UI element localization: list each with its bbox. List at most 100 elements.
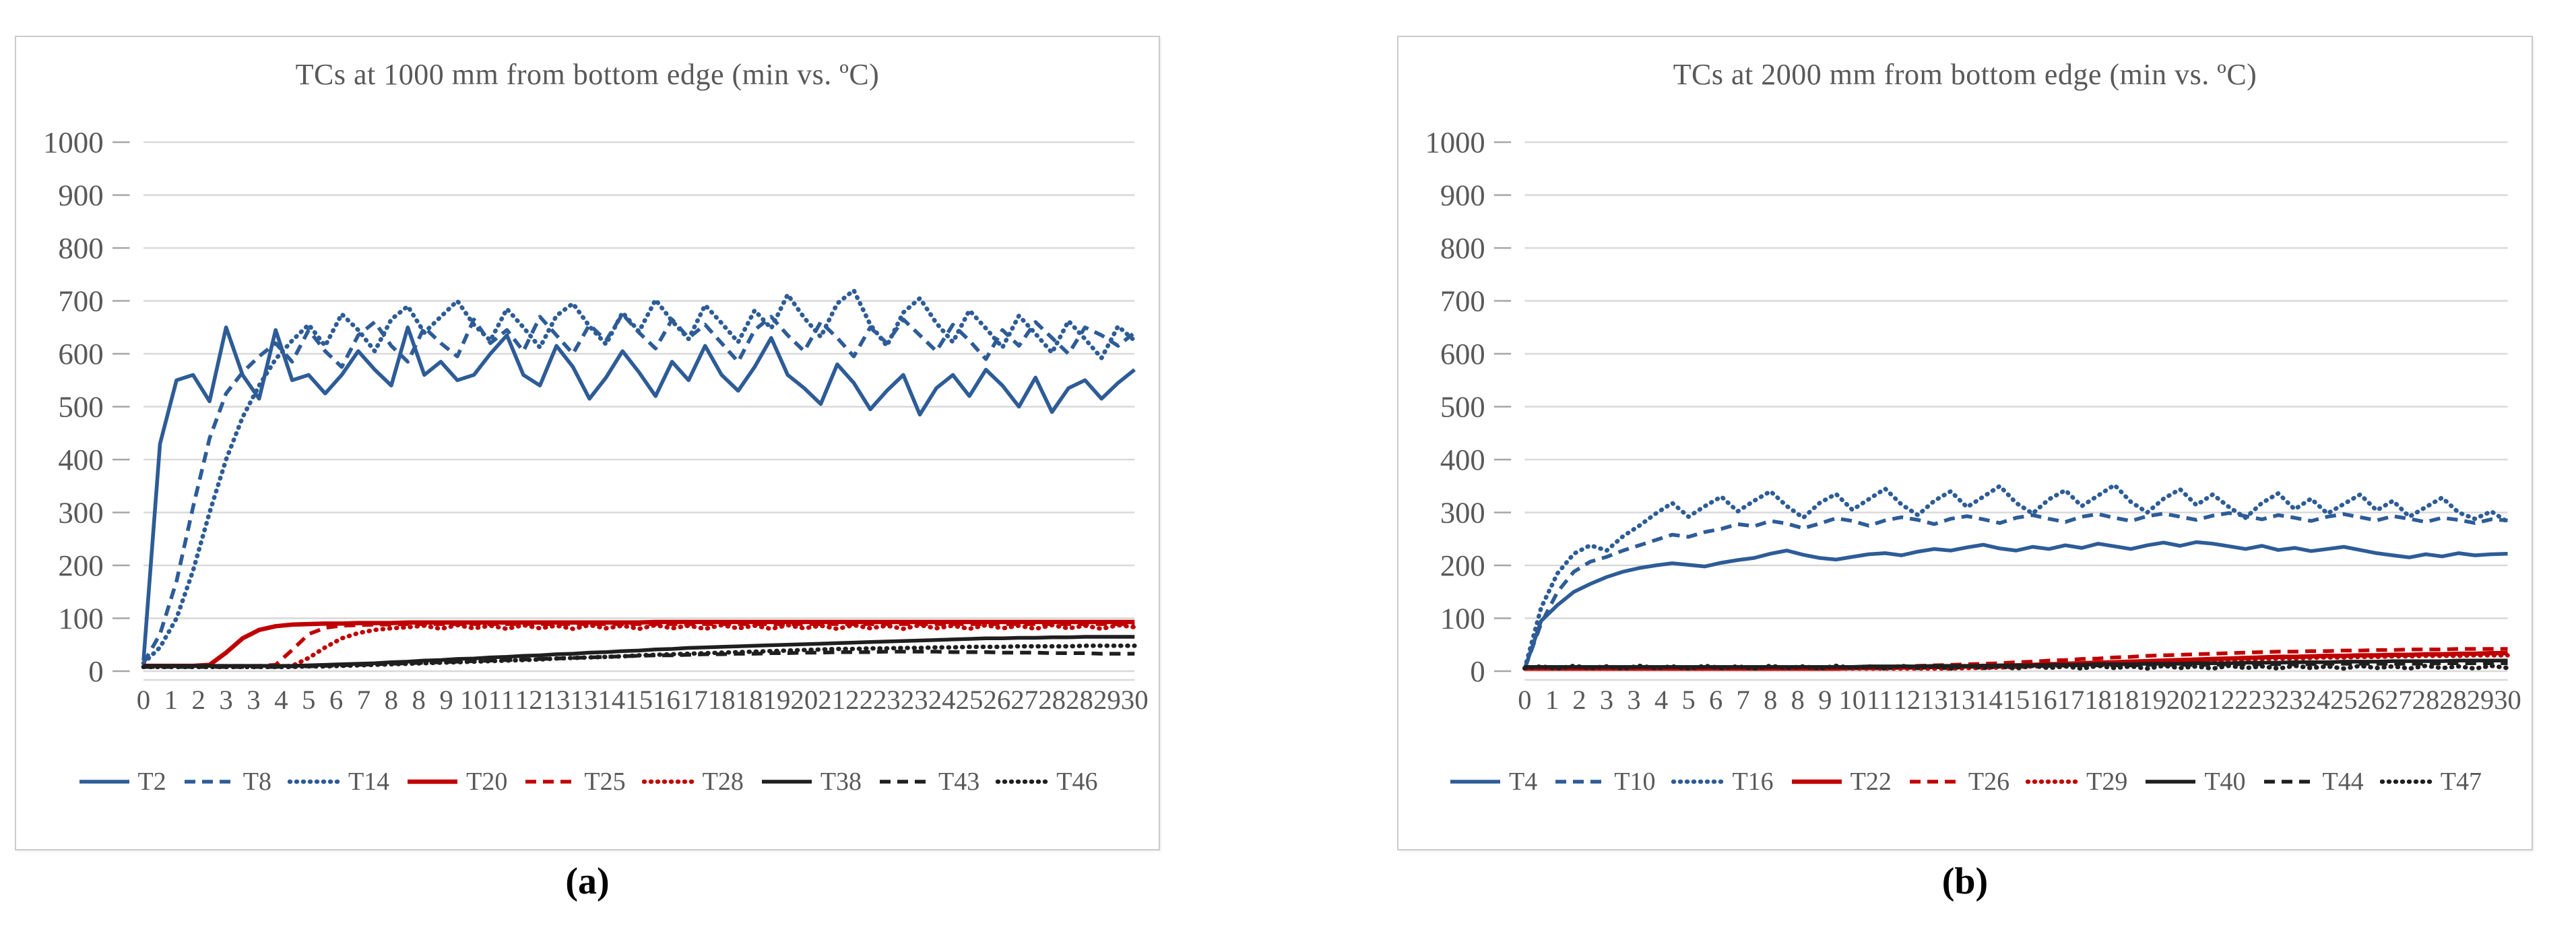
- x-tick-label: 1: [164, 685, 178, 715]
- y-tick-label: 300: [1440, 497, 1485, 530]
- y-tick-label: 1000: [43, 125, 104, 158]
- x-tick-label: 16: [653, 685, 680, 715]
- x-tick-label: 14: [598, 685, 625, 715]
- legend-item-T8: T8: [183, 767, 271, 797]
- legend-label-T47: T47: [2440, 768, 2482, 796]
- y-tick-label: 400: [58, 443, 103, 476]
- x-tick-label: 28: [1038, 685, 1066, 715]
- legend-label-T22: T22: [1850, 768, 1892, 796]
- legend-label-T38: T38: [820, 768, 862, 796]
- x-tick-label: 18: [736, 685, 763, 715]
- legend-label-T14: T14: [348, 768, 390, 796]
- y-tick-label: 800: [1440, 232, 1485, 265]
- x-tick-label: 13: [1921, 685, 1948, 715]
- y-tick-label: 0: [1470, 655, 1485, 688]
- x-tick-label: 19: [2139, 685, 2166, 715]
- legend-label-T25: T25: [584, 768, 626, 796]
- x-tick-label: 23: [901, 685, 928, 715]
- legend-item-T46: T46: [996, 767, 1097, 797]
- legend-item-T26: T26: [1908, 767, 2009, 797]
- legend-item-T47: T47: [2379, 767, 2482, 797]
- legend-swatch-T47: [2379, 779, 2434, 784]
- legend-swatch-T8: [184, 780, 234, 784]
- x-tick-label: 4: [274, 685, 288, 715]
- x-tick-label: 6: [1709, 685, 1722, 715]
- legend-swatch-T28: [641, 779, 696, 784]
- x-tick-label: 26: [2358, 685, 2385, 715]
- figure-b: TCs at 2000 mm from bottom edge (min vs.…: [1397, 36, 2533, 903]
- y-tick-label: 800: [58, 231, 103, 264]
- legend-label-T43: T43: [938, 768, 980, 796]
- legend-label-T40: T40: [2204, 768, 2246, 796]
- x-tick-label: 23: [2249, 685, 2276, 715]
- legend-label-T29: T29: [2086, 768, 2128, 796]
- x-tick-label: 8: [412, 685, 425, 715]
- y-tick-label: 700: [58, 284, 103, 317]
- legend-label-T44: T44: [2322, 768, 2364, 796]
- y-tick-label: 200: [58, 549, 103, 582]
- y-tick-label: 0: [88, 654, 103, 687]
- y-tick-label: 100: [1440, 602, 1485, 635]
- y-tick-label: 200: [1440, 549, 1485, 582]
- chart-panel-b: TCs at 2000 mm from bottom edge (min vs.…: [1397, 36, 2533, 850]
- x-tick-label: 23: [873, 685, 901, 715]
- figure-a: TCs at 1000 mm from bottom edge (min vs.…: [15, 36, 1160, 903]
- x-tick-label: 13: [570, 685, 598, 715]
- series-T14: [141, 288, 1137, 666]
- legend-item-T43: T43: [878, 767, 979, 797]
- x-tick-label: 15: [2003, 685, 2030, 715]
- x-tick-label: 21: [2193, 685, 2221, 715]
- x-tick-label: 10: [460, 685, 488, 715]
- series-T25: [143, 622, 1135, 668]
- x-tick-label: 30: [2494, 685, 2521, 715]
- x-tick-label: 18: [2084, 685, 2112, 715]
- x-tick-label: 15: [625, 685, 653, 715]
- y-tick-label: 900: [1440, 179, 1485, 212]
- x-tick-label: 21: [818, 685, 845, 715]
- x-tick-label: 10: [1839, 685, 1867, 715]
- legend-label-T16: T16: [1732, 768, 1774, 796]
- x-tick-label: 24: [928, 685, 956, 715]
- chart-title-a: TCs at 1000 mm from bottom edge (min vs.…: [295, 58, 880, 91]
- legend-item-T4: T4: [1448, 767, 1537, 797]
- series-T8: [141, 312, 1136, 664]
- x-tick-label: 27: [1010, 685, 1038, 715]
- x-tick-label: 28: [2412, 685, 2440, 715]
- legend-item-T29: T29: [2026, 767, 2127, 797]
- x-tick-label: 6: [329, 685, 343, 715]
- legend-item-T10: T10: [1553, 767, 1655, 797]
- legend-item-T38: T38: [760, 767, 862, 797]
- y-tick-label: 400: [1440, 443, 1485, 476]
- legend-swatch-T29: [2026, 779, 2080, 784]
- series-T46: [141, 644, 1137, 669]
- x-tick-label: 12: [1894, 685, 1921, 715]
- x-tick-label: 9: [1818, 685, 1832, 715]
- legend-swatch-T38: [761, 780, 812, 784]
- legend-label-T8: T8: [243, 768, 271, 796]
- series-T4: [1522, 540, 2508, 669]
- series-T2: [141, 325, 1136, 661]
- x-tick-label: 26: [983, 685, 1010, 715]
- x-tick-label: 18: [708, 685, 736, 715]
- x-tick-label: 5: [302, 685, 315, 715]
- x-tick-label: 0: [1518, 685, 1531, 715]
- x-tick-label: 18: [2112, 685, 2139, 715]
- caption-b: (b): [1941, 861, 1989, 902]
- legend-swatch-T25: [525, 780, 576, 784]
- x-tick-label: 12: [515, 685, 543, 715]
- legend-label-T46: T46: [1056, 768, 1098, 796]
- legend-label-T2: T2: [137, 768, 166, 796]
- legend-item-T44: T44: [2262, 767, 2364, 797]
- legend-item-T16: T16: [1671, 767, 1774, 797]
- x-tick-label: 7: [357, 685, 371, 715]
- x-tick-label: 1: [1545, 685, 1559, 715]
- x-tick-label: 8: [1764, 685, 1777, 715]
- x-tick-label: 13: [1948, 685, 1976, 715]
- x-tick-label: 25: [2330, 685, 2358, 715]
- legend-label-T20: T20: [466, 768, 508, 796]
- x-tick-label: 20: [2166, 685, 2194, 715]
- legend-label-T26: T26: [1968, 768, 2010, 796]
- x-tick-label: 30: [1121, 685, 1149, 715]
- x-tick-label: 14: [1975, 685, 2003, 715]
- legend-swatch-T44: [2263, 780, 2314, 784]
